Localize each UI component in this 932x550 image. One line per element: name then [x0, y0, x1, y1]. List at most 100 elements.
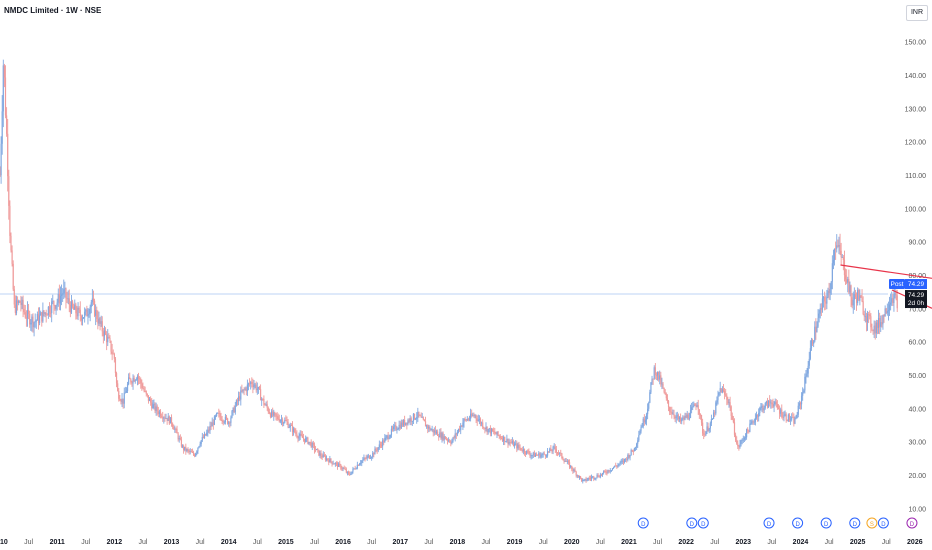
- candle-body: [57, 293, 59, 303]
- candle-body: [706, 426, 708, 432]
- candle-body: [327, 458, 329, 461]
- candle-body: [854, 294, 857, 298]
- candle-body: [230, 417, 232, 423]
- candle-body: [133, 377, 135, 382]
- candle-body: [176, 428, 178, 434]
- candle-body: [472, 415, 474, 417]
- candle-body: [5, 115, 8, 134]
- candle-body: [748, 430, 750, 432]
- candle-body: [702, 422, 704, 434]
- x-tick-label: 2011: [50, 539, 65, 546]
- candle-body: [807, 365, 809, 374]
- candle-body: [416, 417, 418, 419]
- candle-body: [669, 406, 671, 412]
- candle-body: [519, 447, 521, 449]
- candle-body: [407, 420, 409, 425]
- candle-body: [452, 437, 454, 442]
- candle-body: [490, 428, 493, 434]
- post-badge: [889, 279, 905, 290]
- candle-body: [659, 375, 661, 380]
- candle-body: [328, 460, 330, 463]
- candle-body: [725, 394, 727, 396]
- candle-body: [597, 475, 599, 477]
- candle-body: [265, 404, 267, 406]
- candle-body: [848, 279, 850, 293]
- candle-body: [48, 306, 51, 313]
- candle-body: [853, 294, 855, 300]
- candle-body: [433, 430, 435, 433]
- candle-body: [383, 440, 385, 443]
- candle-body: [732, 419, 734, 423]
- candle-body: [70, 301, 73, 313]
- candle-body: [467, 419, 470, 420]
- candle-body: [851, 297, 853, 306]
- candle-body: [695, 405, 697, 408]
- candle-body: [386, 435, 388, 437]
- candle-body: [544, 454, 546, 456]
- candle-body: [730, 406, 732, 416]
- candle-body: [283, 422, 285, 424]
- x-tick-label: 2015: [278, 539, 294, 546]
- candle-body: [233, 407, 235, 413]
- x-tick-label: 2023: [736, 539, 752, 546]
- candle-body: [449, 440, 451, 443]
- candle-body: [619, 461, 621, 464]
- candle-body: [296, 433, 298, 437]
- candle-body: [836, 245, 838, 249]
- candle-body: [439, 432, 441, 438]
- candle-body: [163, 417, 165, 419]
- candle-body: [56, 302, 58, 306]
- candle-body: [641, 426, 643, 428]
- candle-body: [297, 436, 299, 439]
- candle-body: [764, 403, 766, 408]
- candle-body: [774, 401, 776, 405]
- candle-body: [254, 384, 256, 386]
- candle-body: [530, 455, 532, 457]
- candle-body: [600, 474, 603, 476]
- x-tick-label: Jul: [825, 539, 834, 546]
- candle-body: [51, 301, 53, 313]
- candle-body: [424, 421, 427, 427]
- candle-body: [698, 409, 700, 415]
- candle-body: [177, 433, 179, 440]
- candle-body: [338, 463, 340, 467]
- candle-body: [259, 389, 262, 401]
- candle-body: [637, 440, 639, 444]
- candle-body: [99, 318, 101, 324]
- candle-body: [465, 419, 467, 421]
- candle-body: [130, 379, 132, 383]
- candle-body: [97, 319, 99, 324]
- candle-body: [186, 449, 188, 452]
- candle-body: [507, 438, 509, 444]
- candle-body: [173, 426, 175, 430]
- candle-body: [295, 432, 297, 434]
- candle-body: [286, 420, 288, 423]
- candle-body: [128, 377, 130, 385]
- candle-body: [563, 459, 565, 462]
- candle-body: [372, 452, 374, 458]
- candle-body: [596, 475, 598, 478]
- candle-body: [98, 318, 100, 324]
- candle-body: [272, 411, 274, 416]
- candle-body: [858, 289, 860, 301]
- currency-badge[interactable]: INR: [906, 5, 928, 21]
- candle-body: [312, 443, 314, 445]
- candle-body: [333, 463, 335, 465]
- candle-body: [76, 313, 78, 317]
- candle-body: [266, 404, 268, 408]
- candle-body: [432, 429, 434, 433]
- candle-body: [241, 390, 243, 392]
- candle-body: [753, 421, 755, 423]
- candle-body: [686, 414, 688, 418]
- candle-body: [343, 467, 345, 469]
- candle-body: [247, 383, 250, 385]
- x-tick-label: 2026: [907, 539, 923, 546]
- candle-body: [524, 452, 527, 454]
- candle-body: [833, 248, 836, 261]
- candle-body: [89, 306, 91, 314]
- candle-body: [131, 382, 133, 384]
- candle-body: [755, 414, 758, 419]
- candle-body: [64, 288, 66, 290]
